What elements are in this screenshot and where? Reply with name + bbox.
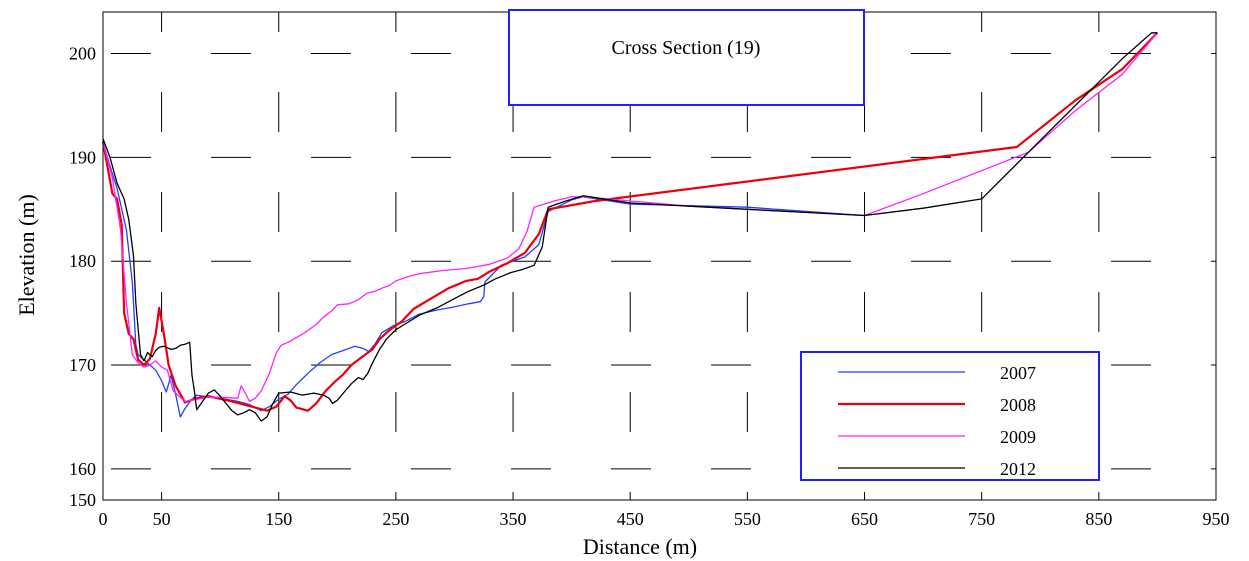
legend-label-2012: 2012: [1000, 459, 1036, 479]
title-box: Cross Section (19): [508, 9, 865, 106]
y-tick-label: 150: [69, 490, 96, 510]
x-tick-label: 550: [734, 509, 761, 529]
series-line-2008: [101, 32, 1159, 412]
legend-label-2007: 2007: [1000, 363, 1036, 383]
series-line-2012: [102, 32, 1158, 422]
y-tick-label: 190: [69, 147, 96, 167]
x-tick-label: 0: [99, 509, 108, 529]
legend-label-2009: 2009: [1000, 427, 1036, 447]
y-tick-label: 170: [69, 355, 96, 375]
y-axis-label: Elevation (m): [14, 194, 39, 316]
x-tick-label: 150: [265, 509, 292, 529]
x-tick-label: 950: [1203, 509, 1230, 529]
x-tick-label: 250: [382, 509, 409, 529]
chart-title: Cross Section (19): [612, 37, 761, 59]
data-series: [101, 32, 1159, 422]
x-tick-label: 450: [617, 509, 644, 529]
x-tick-label: 350: [500, 509, 527, 529]
y-tick-label: 160: [69, 459, 96, 479]
x-tick-label: 750: [968, 509, 995, 529]
series-line-2007: [102, 141, 865, 418]
x-tick-label: 50: [153, 509, 171, 529]
x-axis-label: Distance (m): [583, 534, 697, 559]
legend-label-2008: 2008: [1000, 395, 1036, 415]
legend-box: [800, 351, 1100, 481]
legend-entries: 2007 2008 2009 2012: [838, 363, 1036, 479]
tick-labels: 0 50 150 250 350 450 550 650 750 850 950 150 160 170 1…: [69, 44, 1230, 529]
x-tick-label: 650: [851, 509, 878, 529]
y-tick-label: 180: [69, 251, 96, 271]
y-tick-label: 200: [69, 44, 96, 64]
x-tick-label: 850: [1085, 509, 1112, 529]
series-line-2009: [102, 32, 1158, 403]
legend: 2007 2008 2009 2012: [800, 351, 1100, 481]
